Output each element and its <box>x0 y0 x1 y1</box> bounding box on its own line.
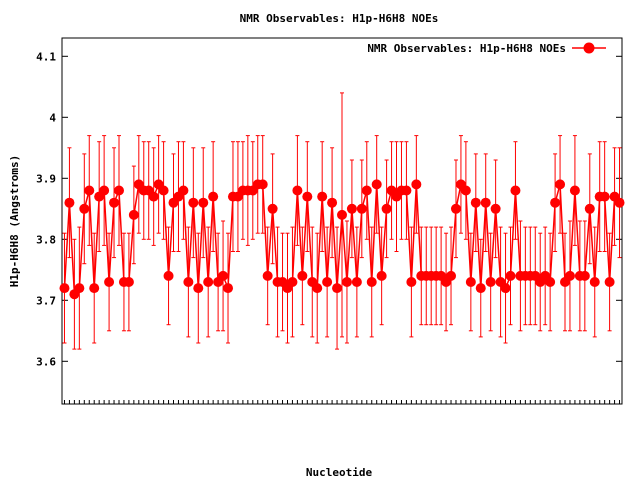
data-point <box>104 277 115 287</box>
data-point <box>599 191 610 202</box>
data-point <box>346 203 357 214</box>
data-point <box>158 185 169 196</box>
data-point <box>510 185 521 196</box>
data-point <box>89 283 100 294</box>
data-point <box>361 185 372 196</box>
data-point <box>297 270 308 281</box>
data-point <box>183 277 194 287</box>
data-point <box>564 270 575 281</box>
data-point <box>490 203 501 214</box>
data-point <box>545 277 556 287</box>
data-point <box>401 185 412 196</box>
data-point <box>366 277 377 287</box>
data-point <box>614 197 625 208</box>
data-point <box>327 197 338 208</box>
data-point <box>411 179 422 190</box>
data-point <box>371 179 382 190</box>
data-point <box>569 185 580 196</box>
data-point <box>584 203 595 214</box>
data-point <box>450 203 461 214</box>
data-point <box>178 185 189 196</box>
legend-marker <box>583 42 595 54</box>
data-point <box>337 209 347 220</box>
data-point <box>198 197 209 208</box>
data-point <box>470 197 481 208</box>
y-tick-label: 3.7 <box>36 294 56 307</box>
data-point <box>163 270 174 281</box>
data-point <box>123 277 134 287</box>
data-point <box>84 185 95 196</box>
data-point <box>555 179 566 190</box>
data-point <box>267 203 278 214</box>
data-point <box>59 283 70 294</box>
data-point <box>465 277 476 287</box>
data-point <box>99 185 110 196</box>
y-tick-label: 3.8 <box>36 233 56 246</box>
data-point <box>302 191 313 202</box>
data-point <box>208 191 219 202</box>
x-axis <box>63 400 621 404</box>
data-point <box>505 270 516 281</box>
data-point <box>356 203 367 214</box>
data-point <box>322 277 333 287</box>
data-point <box>148 191 159 202</box>
legend-label: NMR Observables: H1p-H6H8 NOEs <box>367 42 566 55</box>
data-point <box>485 277 496 287</box>
x-axis-label: Nucleotide <box>306 466 373 479</box>
data-point <box>64 197 75 208</box>
y-tick-label: 4 <box>49 111 56 124</box>
data-point <box>113 185 124 196</box>
data-point <box>128 209 139 220</box>
data-point <box>312 283 323 294</box>
data-point <box>223 283 234 294</box>
data-point <box>332 283 343 294</box>
y-tick-label: 4.1 <box>36 50 56 63</box>
data-point <box>109 197 120 208</box>
data-point <box>604 277 615 287</box>
data-point <box>341 277 352 287</box>
data-point <box>579 270 590 281</box>
data-point <box>589 277 600 287</box>
data-point <box>351 277 362 287</box>
y-axis-label: H1p-H6H8 (Angstroms) <box>8 155 21 287</box>
data-point <box>475 283 486 294</box>
data-point <box>446 270 457 281</box>
data-point <box>193 283 204 294</box>
legend: NMR Observables: H1p-H6H8 NOEs <box>367 42 606 55</box>
y-tick-label: 3.6 <box>36 355 56 368</box>
data-point <box>262 270 273 281</box>
chart-title: NMR Observables: H1p-H6H8 NOEs <box>240 12 439 25</box>
y-tick-label: 3.9 <box>36 172 56 185</box>
data-point <box>317 191 328 202</box>
data-point <box>292 185 303 196</box>
data-point <box>257 179 268 190</box>
data-point <box>550 197 561 208</box>
data-point <box>203 277 214 287</box>
data-point <box>480 197 491 208</box>
data-point <box>460 185 471 196</box>
data-point <box>376 270 387 281</box>
data-markers <box>59 179 625 300</box>
data-point <box>74 283 85 294</box>
data-point <box>218 270 229 281</box>
data-point <box>188 197 199 208</box>
data-point <box>381 203 392 214</box>
data-point <box>79 203 90 214</box>
y-axis: 3.6 3.7 3.8 3.9 4 4.1 <box>36 50 622 368</box>
data-point <box>500 283 511 294</box>
data-point <box>287 277 298 287</box>
data-point <box>406 277 417 287</box>
